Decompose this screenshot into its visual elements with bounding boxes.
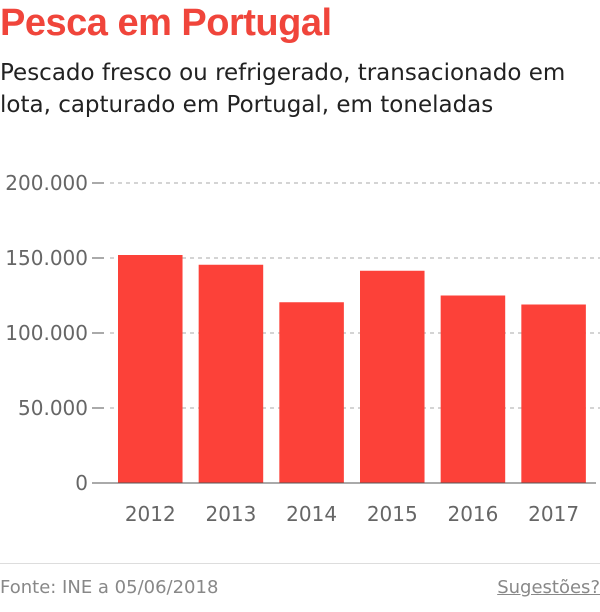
source-note: Fonte: INE a 05/06/2018 [0, 577, 219, 598]
chart-subtitle: Pescado fresco ou refrigerado, transacio… [0, 60, 566, 118]
bar [279, 302, 344, 483]
y-tick-label: 150.000 [5, 246, 88, 270]
x-tick-label: 2016 [447, 502, 498, 526]
x-tick-label: 2015 [367, 502, 418, 526]
bar [118, 255, 183, 483]
bar [198, 264, 264, 483]
footer-divider [0, 563, 600, 564]
y-tick-label: 100.000 [5, 321, 88, 345]
x-tick-label: 2012 [125, 502, 176, 526]
bar [440, 295, 506, 483]
x-tick-label: 2014 [286, 502, 337, 526]
y-tick-label: 200.000 [5, 171, 88, 195]
suggestions-link[interactable]: Sugestões? [497, 577, 600, 598]
bar-chart: 0 50.000 100.000 150.000 200.000 2012 2013 2014… [5, 171, 600, 526]
y-tick-label: 0 [75, 471, 88, 495]
x-tick-label: 2013 [205, 502, 256, 526]
chart-title: Pesca em Portugal [0, 2, 332, 44]
x-tick-label: 2017 [528, 502, 579, 526]
bar [360, 270, 425, 483]
bar [521, 304, 586, 483]
y-tick-label: 50.000 [18, 396, 88, 420]
